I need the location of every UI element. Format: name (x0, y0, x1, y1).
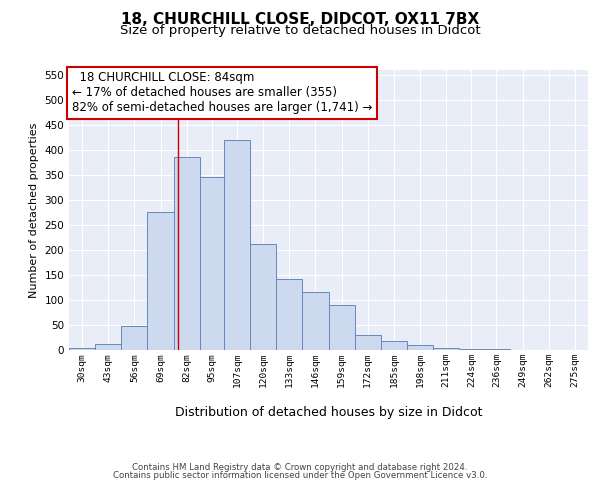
Bar (95, 344, 121, 350)
Bar (173, 158, 200, 350)
Text: Contains public sector information licensed under the Open Government Licence v3: Contains public sector information licen… (113, 472, 487, 480)
Y-axis label: Number of detached properties: Number of detached properties (29, 122, 39, 298)
Bar (276, 279, 302, 350)
Text: Size of property relative to detached houses in Didcot: Size of property relative to detached ho… (119, 24, 481, 37)
Bar (381, 341, 407, 350)
Bar (200, 178, 224, 350)
Bar (459, 349, 484, 350)
Text: 18 CHURCHILL CLOSE: 84sqm  
← 17% of detached houses are smaller (355)
82% of se: 18 CHURCHILL CLOSE: 84sqm ← 17% of detac… (71, 72, 372, 114)
Bar (224, 140, 250, 350)
Bar (355, 335, 381, 350)
Bar (433, 348, 459, 350)
Text: Contains HM Land Registry data © Crown copyright and database right 2024.: Contains HM Land Registry data © Crown c… (132, 463, 468, 472)
Bar (250, 244, 276, 350)
Bar (407, 345, 433, 350)
Bar (121, 326, 148, 350)
Text: 18, CHURCHILL CLOSE, DIDCOT, OX11 7BX: 18, CHURCHILL CLOSE, DIDCOT, OX11 7BX (121, 12, 479, 28)
Bar (302, 292, 329, 350)
Bar (484, 349, 509, 350)
Bar (329, 305, 355, 350)
Bar (69, 348, 95, 350)
Bar (148, 212, 173, 350)
Text: Distribution of detached houses by size in Didcot: Distribution of detached houses by size … (175, 406, 482, 419)
